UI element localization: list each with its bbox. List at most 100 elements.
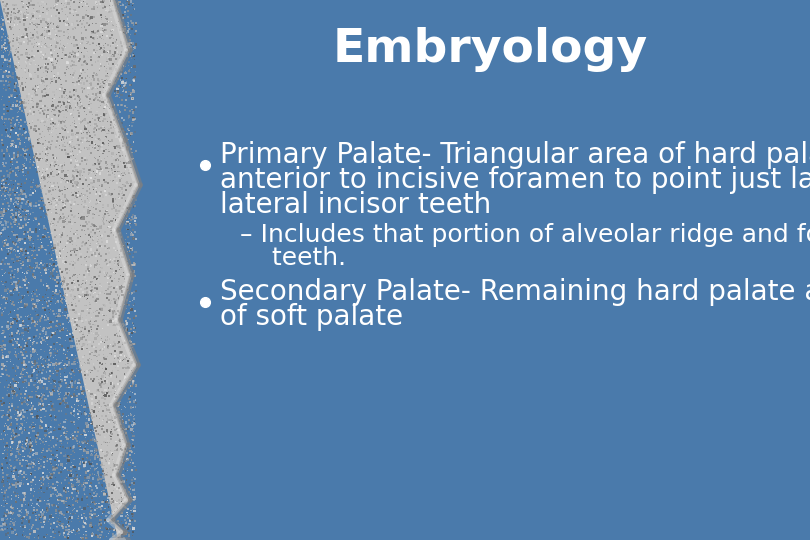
Bar [100,65,102,67]
Bar [36,289,37,291]
Bar [119,439,120,440]
Bar [111,132,113,134]
Bar [22,320,23,322]
Bar [53,23,54,24]
Bar [97,360,98,361]
Bar [122,360,123,361]
Bar [89,484,91,487]
Bar [9,537,11,538]
Bar [117,266,119,268]
Bar [96,212,98,213]
Bar [79,505,81,508]
Bar [101,462,104,463]
Bar [111,133,112,134]
Bar [49,354,52,356]
Bar [109,375,110,377]
Bar [49,38,51,39]
Bar [91,397,92,399]
Bar [78,381,79,383]
Bar [17,448,19,450]
Bar [58,518,59,519]
Bar [100,508,101,510]
Bar [60,469,61,470]
Bar [133,463,134,464]
Bar [41,99,42,100]
Bar [65,21,66,22]
Bar [95,355,96,356]
Bar [70,320,71,322]
Bar [74,120,75,122]
Bar [49,350,50,351]
Bar [49,148,50,150]
Bar [24,69,26,71]
Bar [111,164,113,166]
Bar [101,184,104,186]
Bar [125,470,126,472]
Bar [19,21,21,23]
Bar [118,361,119,363]
Bar [80,20,81,22]
Bar [132,439,133,441]
Bar [25,257,26,258]
Bar [72,469,74,470]
Bar [5,36,6,37]
Bar [117,403,120,406]
Bar [8,328,10,329]
Bar [114,264,116,266]
Bar [60,44,61,45]
Bar [24,381,26,382]
Bar [27,0,28,2]
Bar [119,205,121,206]
Bar [4,512,6,514]
Bar [7,387,9,388]
Bar [56,281,58,283]
Bar [104,399,105,400]
Bar [33,249,35,251]
Bar [24,526,26,528]
Bar [47,155,48,157]
Bar [102,143,104,144]
Bar [15,210,16,211]
Bar [72,170,75,172]
Bar [117,365,119,367]
Bar [92,32,93,34]
Bar [16,100,19,102]
Bar [23,500,24,501]
Bar [1,224,3,226]
Bar [85,413,87,415]
Bar [92,230,94,231]
Bar [130,465,131,467]
Bar [50,450,52,452]
Bar [2,397,4,399]
Bar [106,468,107,469]
Bar [100,534,102,536]
Bar [48,432,50,435]
Bar [55,15,57,17]
Bar [116,501,117,503]
Bar [39,133,41,136]
Bar [96,480,99,482]
Bar [116,449,117,451]
Bar [65,75,66,77]
Bar [74,91,75,92]
Bar [111,484,113,485]
Bar [130,58,132,59]
Bar [37,354,38,355]
Bar [47,509,49,511]
Bar [100,531,101,532]
Bar [2,9,5,12]
Bar [23,409,24,411]
Bar [61,166,63,169]
Bar [119,254,120,255]
Bar [7,531,10,534]
Bar [32,303,34,305]
Bar [66,22,67,24]
Bar [40,182,41,183]
Bar [43,339,45,341]
Bar [60,177,62,178]
Bar [19,397,21,399]
Bar [12,117,14,119]
Bar [81,215,83,218]
Bar [77,498,79,500]
Bar [19,510,21,512]
